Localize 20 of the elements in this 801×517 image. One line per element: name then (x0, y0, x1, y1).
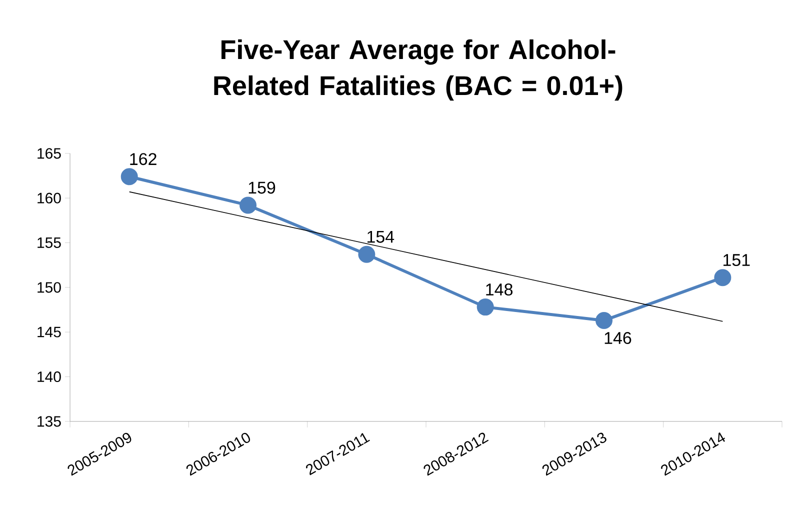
point (714, 269, 732, 286)
data-label: 159 (248, 182, 276, 194)
y-tick-label: 165 (38, 148, 61, 159)
y-tick-label: 145 (38, 326, 61, 338)
chart-title: Five-Year Average for Alcohol-Related Fatalities (BAC = 0.01+) (214, 39, 622, 101)
data-label: 154 (368, 230, 394, 243)
point (358, 246, 376, 263)
data-label: 148 (486, 283, 513, 296)
y-tick-label: 155 (38, 238, 61, 248)
y-tick-label: 135 (38, 416, 61, 427)
data-label: 162 (130, 153, 156, 166)
point (240, 196, 257, 214)
y-tick-label: 140 (38, 371, 61, 382)
y-tick-label: 160 (38, 192, 61, 204)
point (120, 168, 138, 186)
point (476, 298, 494, 316)
point (596, 312, 613, 329)
y-tick-label: 150 (38, 282, 61, 293)
data-label: 151 (724, 254, 750, 266)
data-label: 146 (604, 332, 632, 344)
